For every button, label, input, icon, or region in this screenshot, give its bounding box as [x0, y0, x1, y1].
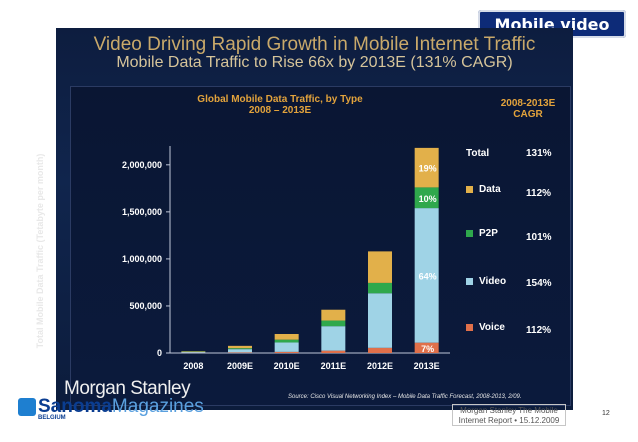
slide-subtitle: Mobile Data Traffic to Rise 66x by 2013E… — [116, 54, 513, 71]
bar-p2p-2010e — [274, 339, 299, 343]
bar-data-2013e — [414, 147, 439, 188]
x-tick-label: 2008 — [183, 361, 203, 371]
legend-total: Total — [466, 148, 490, 159]
y-tick-label: 1,500,000 — [122, 207, 162, 217]
morgan-stanley-logo: Morgan Stanley — [64, 378, 191, 399]
x-tick-label: 2011E — [321, 361, 347, 371]
bar-video-2012e — [368, 293, 392, 348]
legend-p2p: P2P — [466, 228, 498, 239]
legend-swatch-voice — [466, 323, 473, 331]
cagr-total-value: 131% — [526, 148, 552, 159]
sanoma-logo: Sanoma Magazines — [18, 396, 204, 418]
bar-p2p-2011e — [321, 320, 346, 327]
legend-voice: Voice — [466, 322, 505, 333]
bar-video-2010e — [274, 342, 299, 352]
cagr-heading: 2008-2013E CAGR — [500, 98, 556, 120]
bar-video-2009e — [228, 349, 252, 353]
x-tick-label: 2012E — [367, 361, 393, 371]
bar-video-2011e — [321, 326, 346, 351]
legend-swatch-p2p — [466, 229, 473, 237]
x-tick-label: 2013E — [414, 361, 440, 371]
x-tick-label: 2010E — [274, 361, 300, 371]
cagr-voice-value: 112% — [526, 325, 552, 336]
y-tick-label: 1,000,000 — [122, 254, 162, 264]
sanoma-mark-icon — [18, 398, 36, 416]
legend-label-data: Data — [479, 184, 501, 195]
bar-video-2008 — [181, 351, 206, 353]
y-tick-label: 500,000 — [129, 301, 162, 311]
bar-voice-2009e — [228, 352, 252, 353]
bar-data-2010e — [274, 333, 299, 340]
x-tick-label: 2009E — [227, 361, 253, 371]
footer-line2: Internet Report • 15.12.2009 — [458, 416, 560, 425]
bar-voice-2010e — [274, 351, 299, 353]
legend-swatch-video — [466, 277, 473, 285]
cagr-p2p-value: 101% — [526, 232, 552, 243]
bar-voice-2012e — [368, 347, 392, 353]
bar-data-2012e — [368, 251, 392, 283]
cagr-video-value: 154% — [526, 278, 552, 289]
sanoma-logo-word2: Magazines — [111, 396, 204, 417]
cagr-data-value: 112% — [526, 188, 552, 199]
legend-label-voice: Voice — [479, 322, 505, 333]
source-note: Source: Cisco Visual Networking Index – … — [288, 394, 522, 400]
legend-swatch-data — [466, 185, 473, 193]
data-label-video: 64% — [419, 271, 437, 281]
chart-title: Global Mobile Data Traffic, by Type 2008… — [170, 94, 390, 116]
legend-label-video: Video — [479, 276, 507, 287]
bar-p2p-2012e — [368, 282, 392, 294]
sanoma-logo-sub: BELGIUM — [38, 415, 66, 421]
legend-video: Video — [466, 276, 506, 287]
bar-video-2013e — [414, 208, 439, 343]
y-tick-label: 0 — [157, 348, 162, 358]
page-number: 12 — [602, 410, 610, 417]
bar-voice-2013e — [414, 342, 439, 353]
legend-data: Data — [466, 184, 501, 195]
slide-title: Video Driving Rapid Growth in Mobile Int… — [93, 34, 536, 55]
footer-line1: Morgan Stanley The Mobile — [460, 406, 558, 415]
legend-label-p2p: P2P — [479, 228, 498, 239]
data-label-p2p: 10% — [419, 194, 437, 204]
chart-title-line2: 2008 – 2013E — [248, 105, 312, 116]
y-tick-label: 2,000,000 — [122, 160, 162, 170]
footer-citation: Morgan Stanley The Mobile Internet Repor… — [452, 404, 566, 426]
bar-data-2011e — [321, 309, 346, 321]
data-label-voice: 7% — [421, 344, 434, 354]
bar-p2p-2009e — [228, 348, 252, 350]
sanoma-logo-word1: Sanoma — [38, 396, 112, 417]
bar-p2p-2013e — [414, 187, 439, 209]
bar-voice-2011e — [321, 350, 346, 353]
data-label-data: 19% — [419, 164, 437, 174]
bar-data-2009e — [228, 345, 252, 349]
chart-title-line1: Global Mobile Data Traffic, by Type — [197, 94, 363, 105]
